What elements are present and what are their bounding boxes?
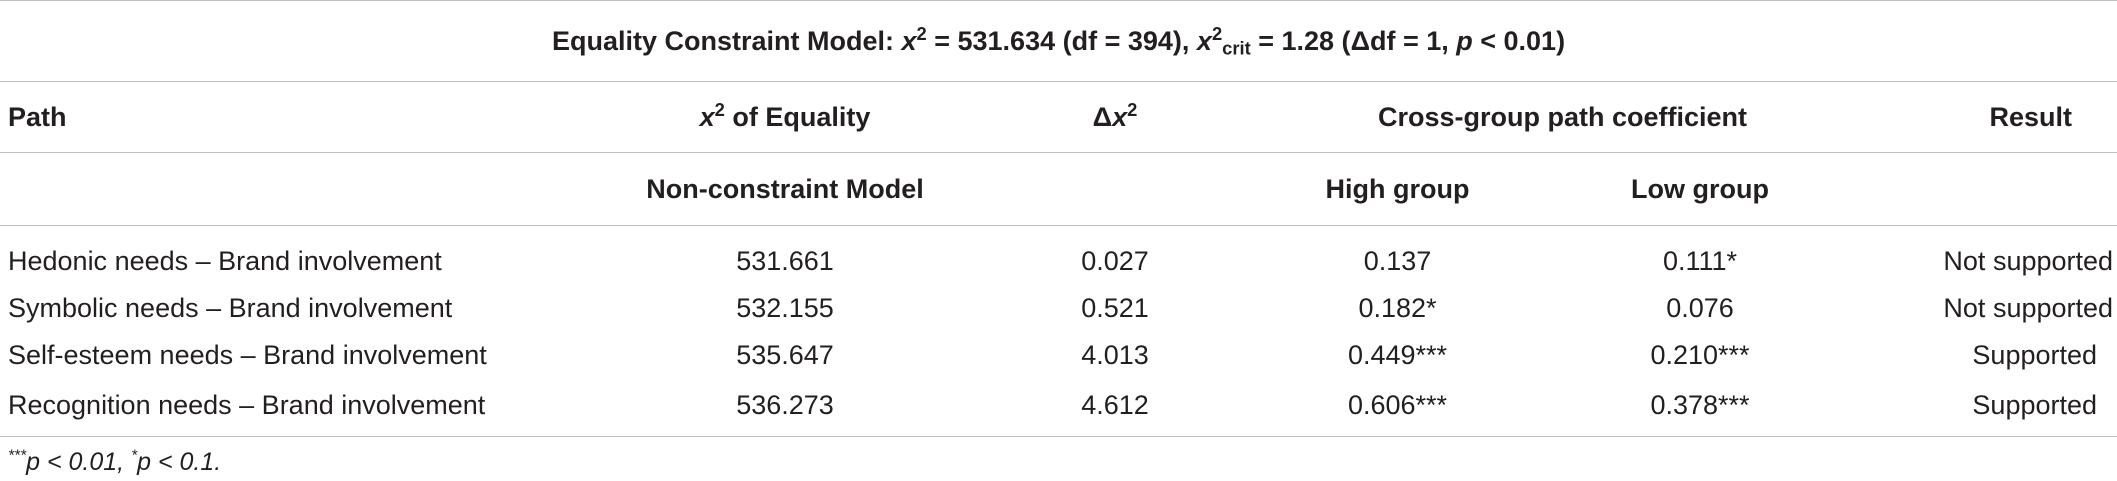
header-low-group: Low group: [1535, 152, 1865, 226]
row-high: 0.606***: [1260, 379, 1535, 437]
row-path: Recognition needs – Brand involvement: [0, 379, 600, 437]
banner-crit-value: = 1.28 (: [1250, 25, 1351, 56]
header-path: Path: [0, 81, 600, 153]
banner-prefix: Equality Constraint Model:: [551, 25, 902, 56]
banner-p-value: < 0.01): [1472, 25, 1566, 56]
header-result: Result: [1865, 81, 2117, 153]
row-result: Not supported: [1943, 293, 2114, 323]
table-banner: Equality Constraint Model: x2 = 531.634 …: [0, 0, 2117, 82]
table-row: Self-esteem needs – Brand involvement 53…: [0, 332, 2117, 379]
header-equality-rest: of Equality: [724, 101, 871, 132]
banner-delta-df: Δdf = 1,: [1350, 25, 1457, 56]
row-low: 0.076: [1666, 293, 1734, 323]
equality-constraint-table: Equality Constraint Model: x2 = 531.634 …: [0, 0, 2117, 437]
row-equality: 531.661: [736, 246, 834, 276]
banner-p-symbol: p: [1456, 25, 1473, 56]
row-low: 0.210***: [1650, 340, 1750, 370]
row-delta: 4.013: [1081, 340, 1149, 370]
footnote-text-1: p < 0.01,: [26, 448, 132, 476]
row-high: 0.449***: [1347, 340, 1448, 370]
header-coefficient: Cross-group path coefficient: [1260, 81, 1865, 153]
header-delta-prefix: Δ: [1092, 101, 1113, 132]
footnote-text-2: p < 0.1.: [137, 448, 222, 476]
header-delta: Δx2: [970, 81, 1260, 153]
header-equality-sup: 2: [714, 98, 725, 120]
row-delta: 4.612: [970, 379, 1260, 437]
table-row: Recognition needs – Brand involvement 53…: [0, 379, 2117, 437]
row-low: 0.378***: [1535, 379, 1865, 437]
header-empty-delta: [970, 152, 1260, 226]
header-non-constraint: Non-constraint Model: [600, 152, 970, 226]
row-high: 0.182*: [1358, 293, 1437, 323]
row-high: 0.137: [1363, 246, 1432, 276]
header-empty-path: [0, 152, 600, 226]
header-equality-symbol: x: [699, 101, 715, 132]
header-delta-sup: 2: [1127, 98, 1138, 120]
body-spacer: [0, 226, 2117, 239]
header-high-group: High group: [1260, 152, 1535, 226]
banner-chi-sup: 2: [916, 22, 927, 44]
row-delta: 0.027: [1081, 246, 1149, 276]
banner-chi-symbol: x: [901, 25, 917, 56]
header-equality: x2 of Equality: [600, 81, 970, 153]
row-result: Supported: [1865, 379, 2117, 437]
table-footnote: ***p < 0.01, *p < 0.1.: [8, 448, 221, 477]
row-low: 0.111*: [1662, 246, 1738, 276]
row-path: Self-esteem needs – Brand involvement: [8, 340, 487, 370]
banner-chi-value: = 531.634 (df = 394),: [926, 25, 1197, 56]
row-equality: 535.647: [736, 340, 834, 370]
table-row: Hedonic needs – Brand involvement 531.66…: [0, 238, 2117, 285]
table-row: Symbolic needs – Brand involvement 532.1…: [0, 285, 2117, 332]
footnote-sup-1: ***: [8, 447, 27, 465]
row-equality: 536.273: [600, 379, 970, 437]
row-result: Not supported: [1943, 246, 2114, 276]
row-path: Symbolic needs – Brand involvement: [8, 293, 453, 323]
banner-crit-symbol: x: [1196, 25, 1212, 56]
header-delta-symbol: x: [1112, 101, 1128, 132]
footnote-sup-2: *: [131, 447, 138, 465]
banner-crit-sub: crit: [1222, 37, 1251, 59]
row-path: Hedonic needs – Brand involvement: [8, 246, 442, 276]
row-result: Supported: [1972, 340, 2098, 370]
banner-crit-sup: 2: [1211, 22, 1223, 44]
row-equality: 532.155: [736, 293, 834, 323]
header-empty-result: [1865, 152, 2117, 226]
row-delta: 0.521: [1081, 293, 1149, 323]
